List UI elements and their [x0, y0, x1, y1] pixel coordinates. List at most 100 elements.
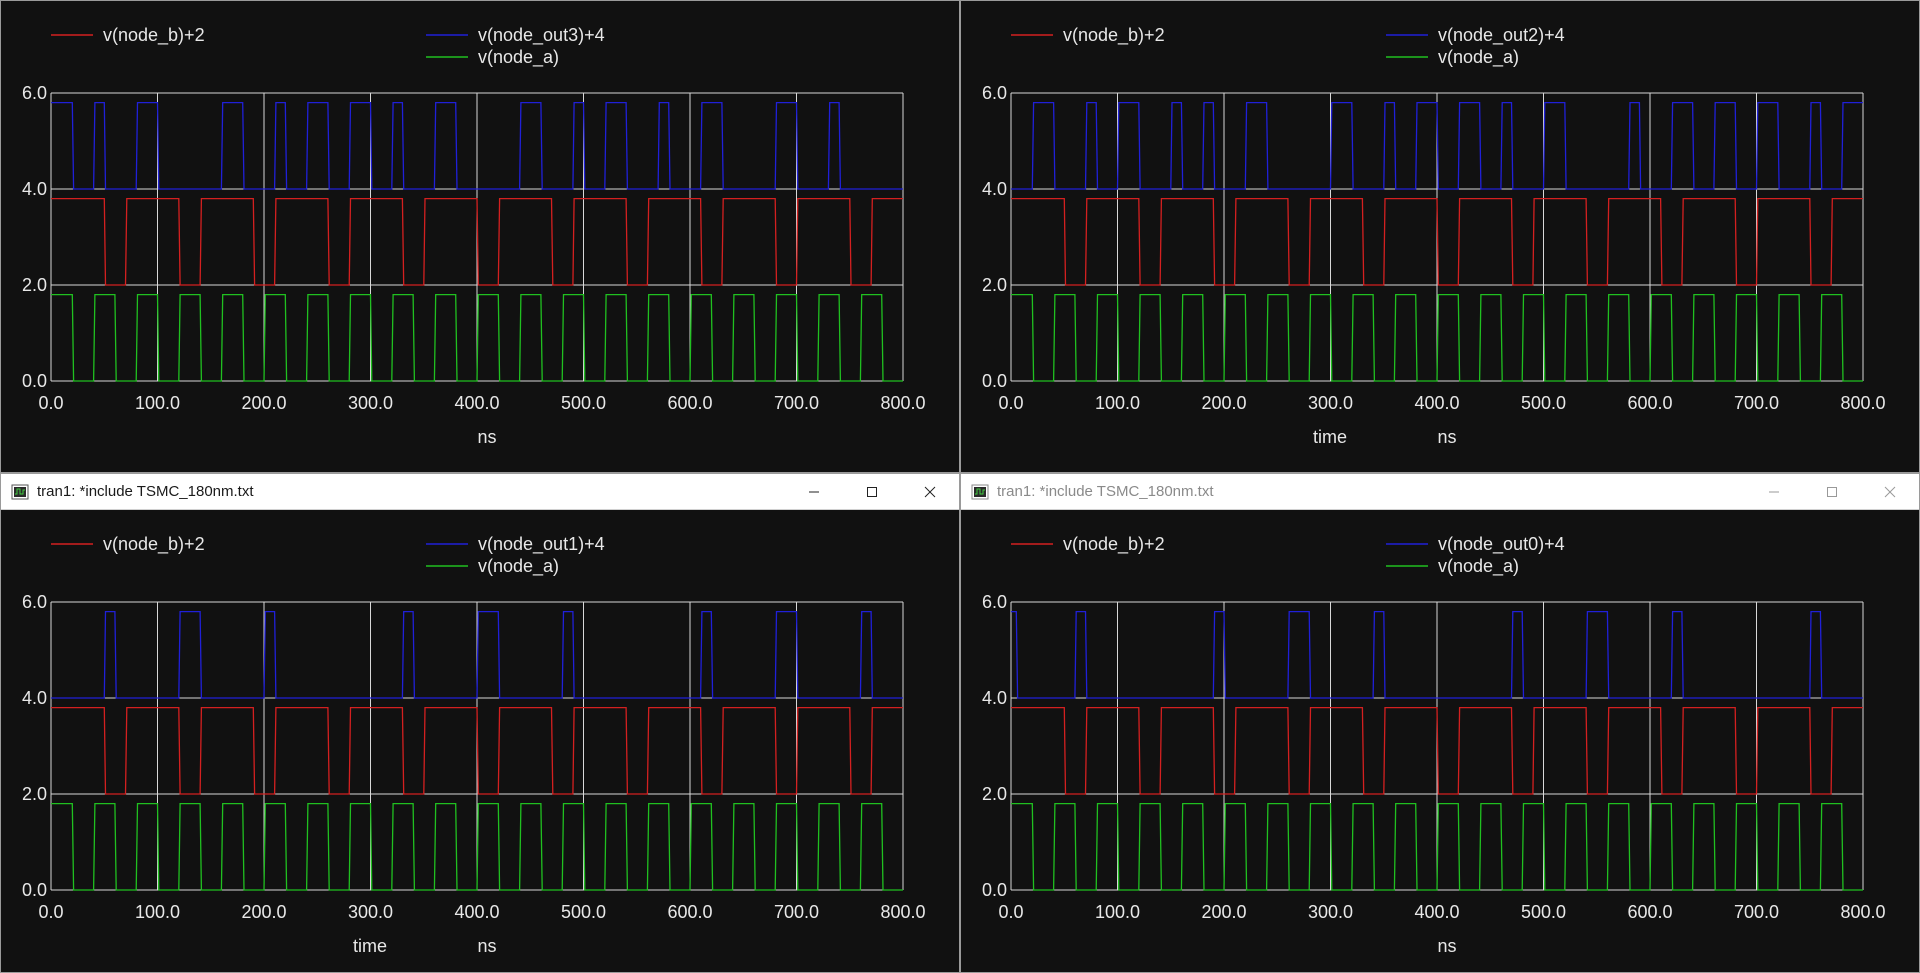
title-bar[interactable]: tran1: *include TSMC_180nm.txt: [961, 474, 1919, 510]
x-tick-label: 200.0: [241, 393, 286, 413]
x-tick-label: 200.0: [1201, 902, 1246, 922]
maximize-button[interactable]: [1803, 474, 1861, 510]
x-tick-label: 500.0: [1521, 393, 1566, 413]
legend-label: v(node_a): [1438, 47, 1519, 68]
x-tick-label: 0.0: [38, 393, 63, 413]
legend-label: v(node_out2)+4: [1438, 25, 1565, 46]
x-tick-label: 200.0: [1201, 393, 1246, 413]
x-tick-label: 400.0: [1414, 902, 1459, 922]
series-line: [51, 610, 903, 699]
minimize-button[interactable]: [1745, 474, 1803, 510]
plot-window-bottom-left[interactable]: tran1: *include TSMC_180nm.txt v(node_b)…: [0, 473, 960, 973]
x-tick-label: 500.0: [561, 902, 606, 922]
series-line: [51, 293, 903, 382]
series-line: [1011, 610, 1863, 699]
x-tick-label: 700.0: [774, 393, 819, 413]
legend-label: v(node_b)+2: [103, 25, 205, 46]
waveform-chart: v(node_b)+2 v(node_out1)+4v(node_a) 0.0 100…: [22, 534, 926, 956]
series-line: [1011, 101, 1863, 190]
legend-label: v(node_out1)+4: [478, 534, 605, 555]
minimize-icon: [1769, 491, 1779, 492]
maximize-icon: [867, 486, 877, 497]
x-axis-label: time: [1313, 427, 1347, 447]
y-tick-label: 6.0: [982, 592, 1007, 612]
y-tick-label: 6.0: [22, 592, 47, 612]
x-tick-label: 0.0: [998, 393, 1023, 413]
series-line: [51, 802, 903, 891]
legend-label: v(node_b)+2: [1063, 534, 1165, 555]
x-tick-label: 400.0: [1414, 393, 1459, 413]
x-tick-label: 800.0: [880, 902, 925, 922]
legend-label: v(node_b)+2: [1063, 25, 1165, 46]
x-tick-label: 800.0: [1840, 902, 1885, 922]
plot-area[interactable]: v(node_b)+2 v(node_out1)+4 v(node_a) 0.0 100…: [1, 510, 959, 972]
plot-window-top-left[interactable]: v(node_b)+2 v(node_out3)+4 v(node_a) 0.0 100…: [0, 0, 960, 473]
y-tick-label: 6.0: [982, 83, 1007, 103]
x-axis-unit: ns: [477, 936, 496, 956]
x-tick-label: 700.0: [774, 902, 819, 922]
maximize-icon: [1827, 486, 1837, 497]
minimize-icon: [809, 491, 819, 492]
x-tick-label: 800.0: [880, 393, 925, 413]
x-tick-label: 600.0: [667, 393, 712, 413]
plot-area[interactable]: v(node_b)+2 v(node_out2)+4 v(node_a) 0.0 100…: [961, 1, 1919, 472]
legend-label: v(node_a): [478, 556, 559, 577]
x-axis-unit: ns: [1437, 427, 1456, 447]
x-axis-unit: ns: [1437, 936, 1456, 956]
plot-window-top-right[interactable]: v(node_b)+2 v(node_out2)+4 v(node_a) 0.0 100…: [960, 0, 1920, 473]
series-line: [1011, 197, 1863, 286]
y-tick-label: 2.0: [982, 275, 1007, 295]
x-tick-label: 200.0: [241, 902, 286, 922]
y-tick-label: 2.0: [22, 784, 47, 804]
series-line: [51, 197, 903, 286]
waveform-chart: v(node_b)+2 v(node_out2)+4v(node_a) 0.0 100…: [982, 25, 1886, 447]
y-tick-label: 4.0: [982, 179, 1007, 199]
series-line: [1011, 802, 1863, 891]
close-icon: [1884, 486, 1896, 497]
y-tick-label: 0.0: [982, 880, 1007, 900]
y-tick-label: 0.0: [982, 371, 1007, 391]
series-line: [1011, 706, 1863, 795]
x-tick-label: 300.0: [348, 902, 393, 922]
x-tick-label: 0.0: [38, 902, 63, 922]
plot-area[interactable]: v(node_b)+2 v(node_out0)+4 v(node_a) 0.0 100…: [961, 510, 1919, 972]
window-title: tran1: *include TSMC_180nm.txt: [37, 483, 254, 500]
minimize-button[interactable]: [785, 474, 843, 510]
plot-window-bottom-right[interactable]: tran1: *include TSMC_180nm.txt v(node_b)…: [960, 473, 1920, 973]
x-tick-label: 800.0: [1840, 393, 1885, 413]
x-tick-label: 500.0: [1521, 902, 1566, 922]
x-tick-label: 700.0: [1734, 393, 1779, 413]
plot-area[interactable]: v(node_b)+2 v(node_out3)+4 v(node_a) 0.0 100…: [1, 1, 959, 472]
x-tick-label: 500.0: [561, 393, 606, 413]
close-button[interactable]: [901, 474, 959, 510]
x-tick-label: 0.0: [998, 902, 1023, 922]
x-tick-label: 300.0: [1308, 902, 1353, 922]
y-tick-label: 4.0: [22, 688, 47, 708]
x-tick-label: 600.0: [1627, 393, 1672, 413]
x-tick-label: 100.0: [1095, 393, 1140, 413]
x-tick-label: 300.0: [348, 393, 393, 413]
legend-label: v(node_b)+2: [103, 534, 205, 555]
legend-label: v(node_out0)+4: [1438, 534, 1565, 555]
close-icon: [924, 486, 936, 497]
window-title: tran1: *include TSMC_180nm.txt: [997, 483, 1214, 500]
legend-label: v(node_a): [478, 47, 559, 68]
series-line: [1011, 293, 1863, 382]
close-button[interactable]: [1861, 474, 1919, 510]
waveform-chart: v(node_b)+2 v(node_out0)+4v(node_a) 0.0 100…: [982, 534, 1886, 956]
title-bar[interactable]: tran1: *include TSMC_180nm.txt: [1, 474, 959, 510]
y-tick-label: 6.0: [22, 83, 47, 103]
legend-label: v(node_out3)+4: [478, 25, 605, 46]
legend-label: v(node_a): [1438, 556, 1519, 577]
waveform-app-icon: [971, 484, 989, 499]
y-tick-label: 2.0: [22, 275, 47, 295]
y-tick-label: 4.0: [982, 688, 1007, 708]
x-tick-label: 700.0: [1734, 902, 1779, 922]
maximize-button[interactable]: [843, 474, 901, 510]
x-tick-label: 100.0: [135, 902, 180, 922]
series-line: [51, 706, 903, 795]
x-tick-label: 100.0: [135, 393, 180, 413]
y-tick-label: 2.0: [982, 784, 1007, 804]
x-tick-label: 100.0: [1095, 902, 1140, 922]
waveform-app-icon: [11, 484, 29, 499]
